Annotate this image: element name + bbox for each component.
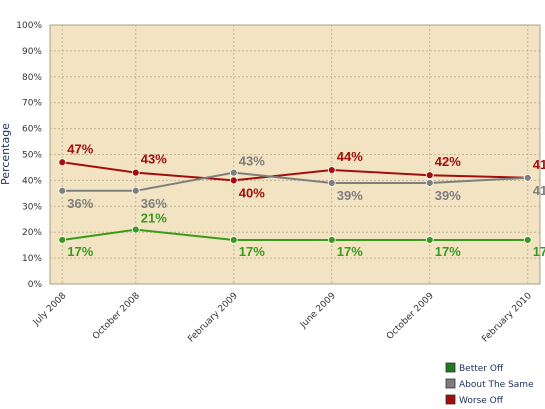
x-tick-label: October 2009 <box>385 291 436 342</box>
data-label: 43% <box>239 154 265 169</box>
data-label: 17% <box>337 244 363 259</box>
y-tick-label: 40% <box>22 176 42 186</box>
data-point <box>425 171 434 180</box>
data-point <box>327 166 336 174</box>
data-label: 17% <box>67 244 93 259</box>
data-label: 36% <box>141 196 167 211</box>
data-point <box>425 179 434 187</box>
gridlines <box>50 25 540 284</box>
data-label: 41% <box>533 157 545 172</box>
data-point <box>229 176 238 185</box>
data-point <box>58 158 67 167</box>
data-label: 17% <box>239 244 265 259</box>
x-tick-label: February 2009 <box>186 291 240 345</box>
y-tick-label: 80% <box>22 73 42 83</box>
y-tick-label: 100% <box>16 21 42 31</box>
data-label: 47% <box>67 141 93 156</box>
legend: Better Off About The Same Worse Off <box>445 362 534 406</box>
series-line <box>62 171 528 192</box>
y-tick-label: 50% <box>22 151 42 161</box>
legend-swatch <box>445 394 456 405</box>
series-line <box>62 228 528 241</box>
x-tick-label: July 2008 <box>31 291 69 329</box>
legend-swatch <box>445 378 456 389</box>
data-point <box>523 236 532 244</box>
data-label: 39% <box>337 188 363 203</box>
y-tick-label: 10% <box>22 254 42 264</box>
data-label: 36% <box>67 196 93 211</box>
data-point <box>327 236 336 244</box>
legend-label: Worse Off <box>459 396 504 406</box>
data-label: 17% <box>533 244 545 259</box>
y-axis-ticks: 0% 10% 20% 30% 40% 50% 60% 70% 80% 90% 100% <box>16 21 42 290</box>
legend-label: About The Same <box>459 380 534 390</box>
x-tick-label: February 2010 <box>480 291 534 345</box>
data-point <box>131 168 140 177</box>
data-label: 21% <box>141 211 167 226</box>
x-tick-label: October 2008 <box>91 291 142 342</box>
data-label: 41% <box>533 183 545 198</box>
data-point <box>229 168 238 177</box>
data-label: 42% <box>435 154 461 169</box>
legend-label: Better Off <box>459 364 504 374</box>
y-tick-label: 0% <box>28 280 43 290</box>
y-tick-label: 70% <box>22 99 42 109</box>
y-axis-title: Percentage <box>0 123 12 185</box>
series-points <box>58 158 532 244</box>
data-point <box>131 186 140 195</box>
data-labels: 47% 43% 40% 44% 42% 41% 36% 36% 43% 39% 39% 41% 17% 2… <box>67 141 545 259</box>
data-label: 17% <box>435 244 461 259</box>
data-label: 43% <box>141 152 167 167</box>
data-point <box>131 225 140 234</box>
x-tick-label: June 2009 <box>298 291 338 331</box>
data-label: 40% <box>239 185 265 200</box>
data-point <box>58 186 67 195</box>
y-tick-label: 30% <box>22 202 42 212</box>
series-line <box>62 161 528 182</box>
y-tick-label: 20% <box>22 228 42 238</box>
data-point <box>425 236 434 244</box>
data-point <box>229 236 238 244</box>
data-point <box>58 236 67 244</box>
data-point <box>523 173 532 182</box>
y-tick-label: 90% <box>22 47 42 57</box>
x-axis-ticks: July 2008 October 2008 February 2009 June 2… <box>31 291 534 345</box>
data-label: 39% <box>435 188 461 203</box>
data-label: 44% <box>337 149 363 164</box>
series-lines <box>62 161 528 241</box>
legend-swatch <box>445 362 456 373</box>
y-tick-label: 60% <box>22 125 42 135</box>
data-point <box>327 179 336 187</box>
